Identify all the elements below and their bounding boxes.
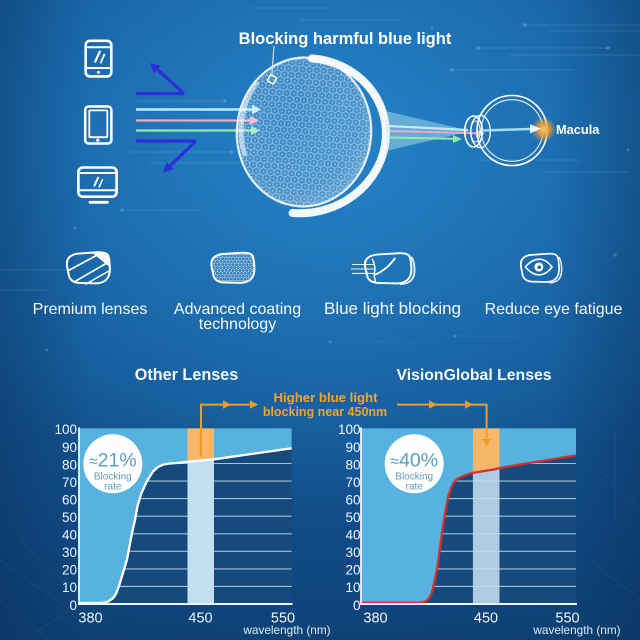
- svg-text:450: 450: [188, 611, 212, 627]
- svg-text:10: 10: [62, 580, 77, 595]
- svg-text:≈40%: ≈40%: [390, 450, 438, 472]
- svg-text:30: 30: [345, 545, 360, 560]
- svg-text:50: 50: [345, 510, 360, 525]
- svg-text:Blocking: Blocking: [395, 472, 433, 483]
- svg-text:Premium lenses: Premium lenses: [33, 301, 148, 318]
- svg-text:380: 380: [363, 611, 387, 627]
- svg-text:Blue light blocking: Blue light blocking: [324, 299, 461, 318]
- svg-text:VisionGlobal Lenses: VisionGlobal Lenses: [396, 367, 551, 384]
- svg-text:70: 70: [62, 475, 77, 490]
- svg-text:0: 0: [69, 598, 77, 613]
- svg-text:≈21%: ≈21%: [89, 450, 137, 472]
- svg-text:wavelength (nm): wavelength (nm): [532, 623, 620, 637]
- svg-text:90: 90: [345, 440, 360, 455]
- svg-text:blocking near 450nm: blocking near 450nm: [263, 405, 387, 419]
- svg-text:20: 20: [345, 563, 360, 578]
- svg-text:50: 50: [62, 510, 77, 525]
- svg-text:rate: rate: [406, 482, 424, 493]
- svg-text:90: 90: [62, 440, 77, 455]
- svg-text:60: 60: [62, 492, 77, 507]
- svg-text:10: 10: [345, 580, 360, 595]
- svg-text:100: 100: [54, 422, 77, 437]
- svg-text:0: 0: [353, 598, 361, 613]
- svg-text:70: 70: [345, 475, 360, 490]
- svg-text:Macula: Macula: [556, 122, 600, 137]
- svg-text:wavelength (nm): wavelength (nm): [242, 623, 330, 637]
- svg-text:40: 40: [345, 528, 360, 543]
- svg-text:550: 550: [271, 611, 295, 627]
- svg-text:Blocking harmful blue light: Blocking harmful blue light: [239, 30, 452, 48]
- svg-text:380: 380: [78, 611, 102, 627]
- svg-text:Blocking: Blocking: [94, 472, 132, 483]
- svg-text:Higher blue light: Higher blue light: [273, 390, 378, 405]
- svg-text:40: 40: [62, 528, 77, 543]
- svg-text:100: 100: [338, 422, 361, 437]
- svg-text:rate: rate: [104, 482, 122, 493]
- svg-text:450: 450: [474, 611, 498, 627]
- svg-text:80: 80: [62, 457, 77, 472]
- svg-text:60: 60: [345, 492, 360, 507]
- svg-text:550: 550: [555, 611, 579, 627]
- svg-text:technology: technology: [199, 316, 276, 333]
- svg-text:80: 80: [345, 457, 360, 472]
- svg-text:Advanced coating: Advanced coating: [174, 301, 301, 318]
- svg-text:20: 20: [62, 563, 77, 578]
- svg-text:Other Lenses: Other Lenses: [135, 366, 238, 384]
- svg-text:30: 30: [62, 545, 77, 560]
- svg-text:Reduce eye fatigue: Reduce eye fatigue: [485, 301, 623, 318]
